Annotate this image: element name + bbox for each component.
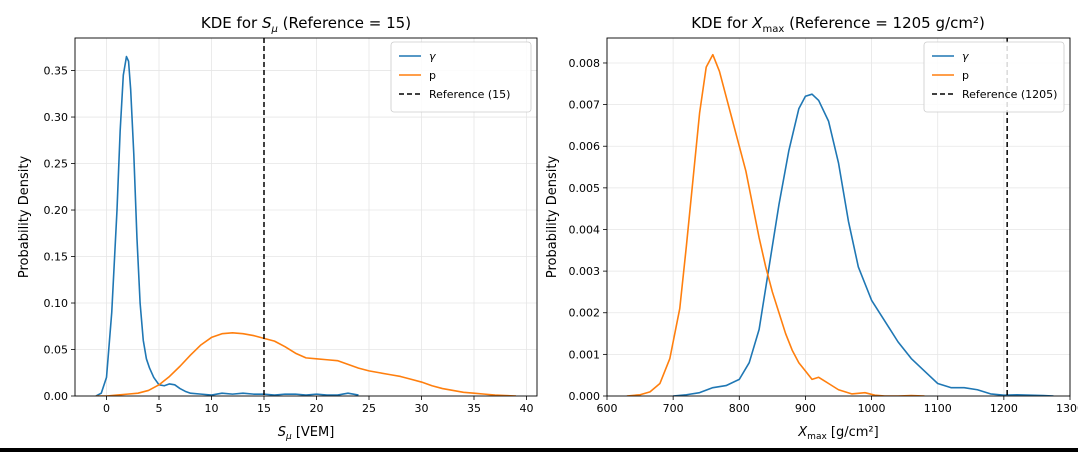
chart-0-legend-label-2: Reference (15): [429, 88, 510, 101]
chart-1-ytick-label-5: 0.005: [569, 182, 601, 195]
chart-1-series-line-p: [626, 53, 925, 396]
chart-0-xtick-label-5: 25: [362, 402, 376, 415]
chart-1-xtick-label-2: 800: [729, 402, 750, 415]
chart-0-ytick-label-4: 0.20: [44, 204, 69, 217]
chart-1-legend-label-1: p: [962, 69, 969, 82]
chart-1-legend-box: [923, 41, 1065, 113]
chart-0-xtick-label-8: 40: [520, 402, 534, 415]
chart-1-ytick-label-2: 0.002: [569, 307, 601, 320]
chart-0-xtick-label-2: 10: [205, 402, 219, 415]
chart-1-xtick-label-1: 700: [663, 402, 684, 415]
chart-0-legend-label-0: γ: [429, 50, 436, 63]
kde-s-mu-panel: 0 5 10 15 20 25 30 35 40 0.00 0.05 0.10 0.15 0.20 0.25…: [17, 14, 538, 442]
chart-1-ylabel: Probability Density: [545, 156, 560, 279]
chart-0-xtick-label-1: 5: [156, 402, 163, 415]
chart-1-xtick-label-6: 1200: [990, 402, 1018, 415]
chart-0-xtick-label-0: 0: [103, 402, 110, 415]
chart-0-axes-frame: [74, 37, 538, 397]
chart-0-ytick-label-3: 0.15: [44, 251, 69, 264]
chart-0-title: KDE for Sμ (Reference = 15): [201, 14, 411, 35]
chart-0-xtick-label-3: 15: [257, 402, 271, 415]
chart-1-title: KDE for Xmax (Reference = 1205 g/cm²): [691, 14, 985, 35]
chart-0-xtick-label-6: 30: [415, 402, 429, 415]
chart-1-legend-label-2: Reference (1205): [962, 88, 1057, 101]
chart-1-ytick-label-1: 0.001: [569, 348, 601, 361]
chart-0-ytick-label-5: 0.25: [44, 158, 69, 171]
chart-1-xlabel: Xmax [g/cm²]: [797, 425, 878, 442]
chart-0-ylabel: Probability Density: [17, 156, 32, 279]
chart-1-axes-frame: [606, 37, 1071, 397]
chart-1-ytick-label-0: 0.000: [569, 390, 601, 403]
chart-1-ytick-label-8: 0.008: [569, 57, 601, 70]
chart-0-ytick-label-1: 0.05: [44, 344, 69, 357]
chart-0-legend-label-1: p: [429, 69, 436, 82]
chart-1-xtick-label-4: 1000: [858, 402, 886, 415]
chart-0-ytick-label-2: 0.10: [44, 297, 69, 310]
chart-0-xtick-label-7: 35: [467, 402, 481, 415]
chart-0-xlabel: Sμ [VEM]: [278, 425, 335, 442]
chart-1-xtick-label-0: 600: [597, 402, 618, 415]
chart-0-ytick-label-6: 0.30: [44, 111, 69, 124]
chart-1-xtick-label-3: 900: [795, 402, 816, 415]
chart-0-xtick-label-4: 20: [310, 402, 324, 415]
chart-1-ytick-label-6: 0.006: [569, 140, 601, 153]
chart-1-ytick-label-4: 0.004: [569, 223, 601, 236]
chart-1-series-line-gamma: [673, 93, 1054, 396]
chart-0-ytick-label-7: 0.35: [44, 65, 69, 78]
chart-0-series-line-gamma: [95, 55, 359, 396]
chart-1-legend-label-0: γ: [962, 50, 969, 63]
chart-0-series-line-p: [96, 331, 517, 396]
chart-0-legend-box: [390, 41, 532, 113]
chart-0-ytick-label-0: 0.00: [44, 390, 69, 403]
chart-1-xtick-label-5: 1100: [924, 402, 952, 415]
chart-1-ytick-label-3: 0.003: [569, 265, 601, 278]
chart-1-ytick-label-7: 0.007: [569, 99, 601, 112]
